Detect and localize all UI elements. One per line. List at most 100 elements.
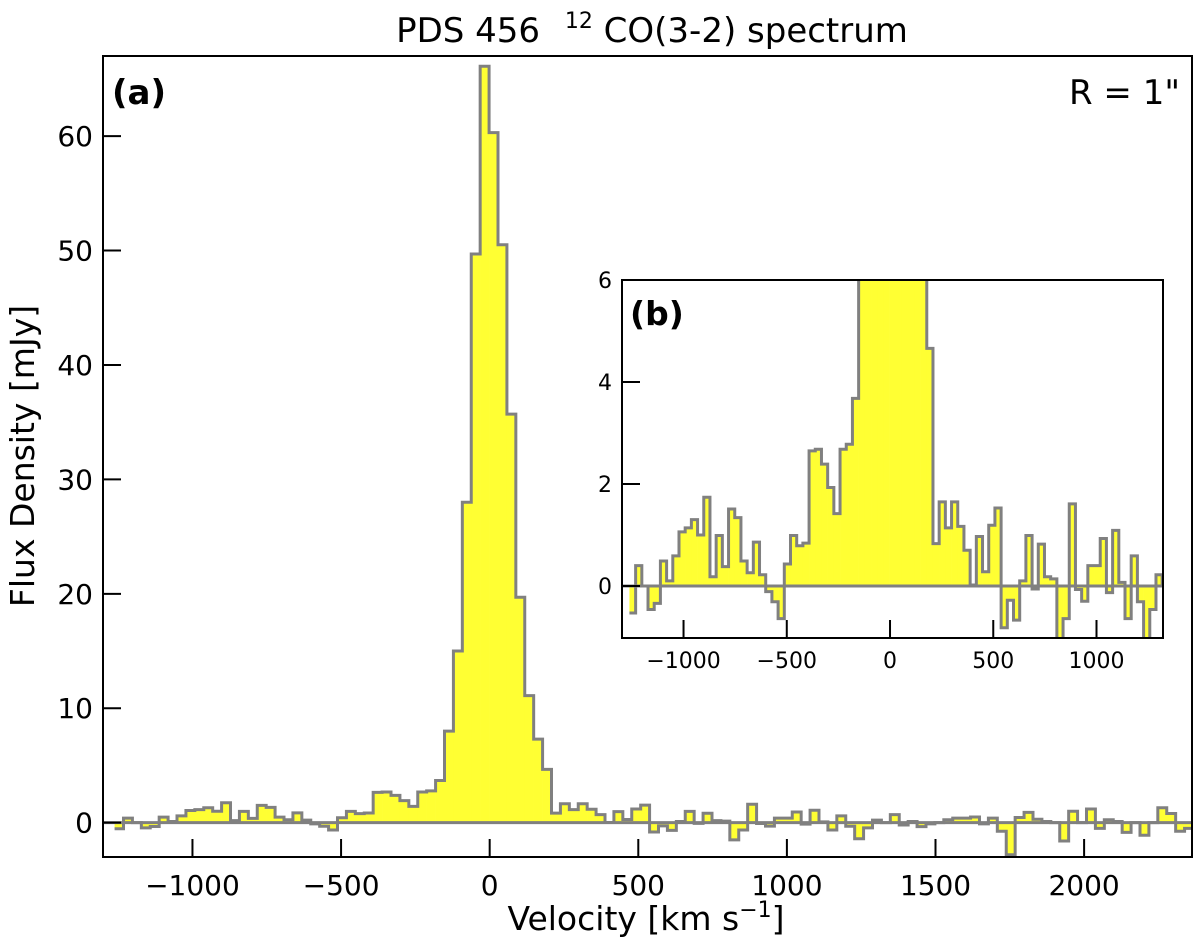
spectrum-bin <box>266 807 276 823</box>
y-tick-label: 0 <box>75 807 93 840</box>
spectrum-bin <box>622 819 633 823</box>
spectrum-bin <box>1081 585 1089 602</box>
spectrum-bin <box>1007 585 1014 601</box>
spectrum-bin <box>827 487 835 586</box>
x-tick-label: 1000 <box>1069 649 1125 674</box>
spectrum-bin <box>1019 580 1027 586</box>
spectrum-bin <box>890 814 900 823</box>
spectrum-bin <box>560 803 570 823</box>
spectrum-bin <box>722 566 729 586</box>
spectrum-bin <box>759 574 767 586</box>
spectrum-bin <box>1149 585 1157 610</box>
spectrum-bin <box>790 535 797 586</box>
spectrum-bin <box>1155 574 1163 586</box>
spectrum-bin <box>961 818 971 823</box>
spectrum-bin <box>840 449 847 586</box>
spectrum-bin <box>988 525 996 586</box>
spectrum-bin <box>1068 811 1078 823</box>
x-tick-label: 0 <box>481 869 499 902</box>
spectrum-bin <box>1044 576 1051 586</box>
inset-plot: −1000 −500 0 500 1000 0 2 4 6 <box>598 269 1199 674</box>
spectrum-bin <box>1137 585 1144 602</box>
x-tick-label: 0 <box>883 649 897 674</box>
spectrum-bin <box>1013 585 1020 621</box>
y-tick-label: 2 <box>598 473 612 498</box>
spectrum-bin <box>1122 822 1132 833</box>
spectrum-bin <box>631 809 641 823</box>
spectrum-bin <box>1032 819 1043 823</box>
spectrum-bin <box>533 739 543 823</box>
spectrum-bin <box>988 818 998 823</box>
spectrum-bin <box>382 792 392 823</box>
radius-annotation: R = 1" <box>1069 73 1180 113</box>
spectrum-bin <box>810 810 820 823</box>
x-tick-label: −1000 <box>145 869 240 902</box>
spectrum-bin <box>784 564 791 586</box>
spectrum-bin <box>1095 822 1105 829</box>
spectrum-bin <box>1193 586 1199 591</box>
spectrum-bin <box>877 280 884 586</box>
x-tick-label: 500 <box>612 869 665 902</box>
spectrum-bin <box>640 805 650 823</box>
spectrum-bin <box>997 822 1007 832</box>
y-tick-label: 30 <box>57 463 93 496</box>
spectrum-bin <box>709 576 717 586</box>
spectrum-bin <box>1157 807 1168 823</box>
spectrum-bin <box>691 519 698 586</box>
spectrum-bin <box>275 817 285 823</box>
spectrum-bin <box>426 790 436 823</box>
inset-frame <box>621 279 1164 639</box>
spectrum-bin <box>685 811 695 823</box>
spectrum-bin <box>480 66 490 823</box>
spectrum-bin <box>945 527 952 586</box>
spectrum-bin <box>239 811 249 823</box>
panel-label-b: (b) <box>630 294 684 333</box>
spectrum-bin <box>221 802 231 823</box>
spectrum-bin <box>1032 585 1039 590</box>
spectrum-bin <box>453 651 463 823</box>
spectrum-bin <box>765 822 775 827</box>
spectrum-bin <box>248 818 258 823</box>
spectrum-bin <box>747 572 754 586</box>
spectrum-bin <box>498 244 508 823</box>
y-tick-label: 6 <box>598 269 612 294</box>
spectrum-bin <box>852 398 859 586</box>
chart-title: PDS 456 12 CO(3-2) spectrum <box>396 0 908 51</box>
spectrum-bin <box>908 280 915 586</box>
spectrum-bin <box>1015 817 1025 823</box>
spectrum-bin <box>917 822 927 827</box>
title-suffix: CO(3-2) spectrum <box>604 11 908 51</box>
spectrum-bin <box>444 731 454 823</box>
x-axis-label: Velocity [km s−1] <box>507 898 784 938</box>
spectrum-bin <box>854 822 864 839</box>
spectrum-bin <box>658 822 668 826</box>
spectrum-bin <box>346 811 356 823</box>
title-prefix: PDS 456 <box>396 11 540 51</box>
spectrum-bin <box>926 348 934 586</box>
spectrum-bin <box>417 792 427 823</box>
spectrum-bin <box>792 812 802 823</box>
spectrum-bin <box>578 803 588 823</box>
spectrum-bin <box>399 800 410 823</box>
spectrum-bin <box>1118 582 1126 586</box>
spectrum-bin <box>319 822 329 827</box>
spectrum-bin <box>1106 585 1113 593</box>
spectrum-bin <box>871 280 878 586</box>
spectrum-bin <box>864 280 872 586</box>
spectrum-bin <box>506 414 517 823</box>
spectrum-bin <box>809 450 816 586</box>
spectrum-bin <box>846 444 853 586</box>
spectrum-bin <box>753 542 760 586</box>
spectrum-bin <box>728 508 736 586</box>
spectrum-bin <box>613 811 624 823</box>
spectrum-bin <box>845 822 855 827</box>
spectrum-bin <box>1143 585 1151 638</box>
y-tick-label: 40 <box>57 349 93 382</box>
spectrum-bin <box>649 822 659 833</box>
spectrum-bin <box>337 817 347 823</box>
spectrum-bin <box>648 585 655 610</box>
spectrum-bin <box>159 817 169 823</box>
spectrum-bin <box>123 818 133 823</box>
spectrum-bin <box>1166 813 1176 823</box>
